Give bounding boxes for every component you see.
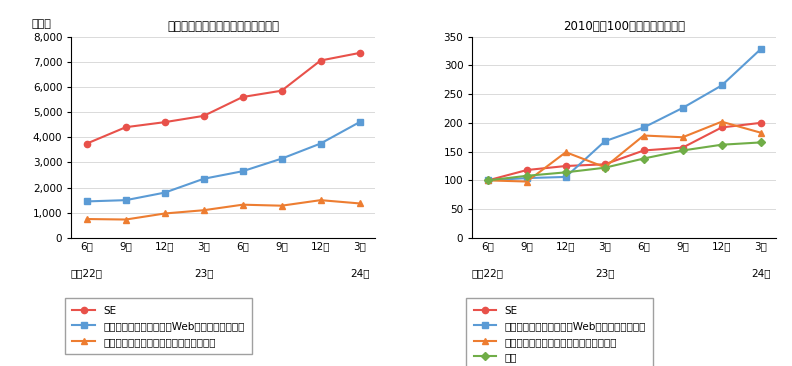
Text: 23年: 23年 bbox=[595, 268, 615, 279]
Legend: SE, インターネット専門職（Webエンジニア含む）, 組込・制御ソフトウェア開発エンジニア, 全体: SE, インターネット専門職（Webエンジニア含む）, 組込・制御ソフトウェア開… bbox=[466, 298, 653, 366]
Text: 24年: 24年 bbox=[751, 268, 771, 279]
Title: インターネット専門職等の求人人数: インターネット専門職等の求人人数 bbox=[167, 20, 280, 33]
Legend: SE, インターネット専門職（Webエンジニア含む）, 組込・制御ソフトウェア開発エンジニア: SE, インターネット専門職（Webエンジニア含む）, 組込・制御ソフトウェア開… bbox=[65, 298, 253, 354]
Text: 24年: 24年 bbox=[350, 268, 369, 279]
Text: （人）: （人） bbox=[32, 19, 51, 29]
Text: 平成22年: 平成22年 bbox=[70, 268, 103, 279]
Text: 平成22年: 平成22年 bbox=[472, 268, 504, 279]
Text: 23年: 23年 bbox=[194, 268, 214, 279]
Title: 2010年を100とした場合の比較: 2010年を100とした場合の比較 bbox=[563, 20, 685, 33]
